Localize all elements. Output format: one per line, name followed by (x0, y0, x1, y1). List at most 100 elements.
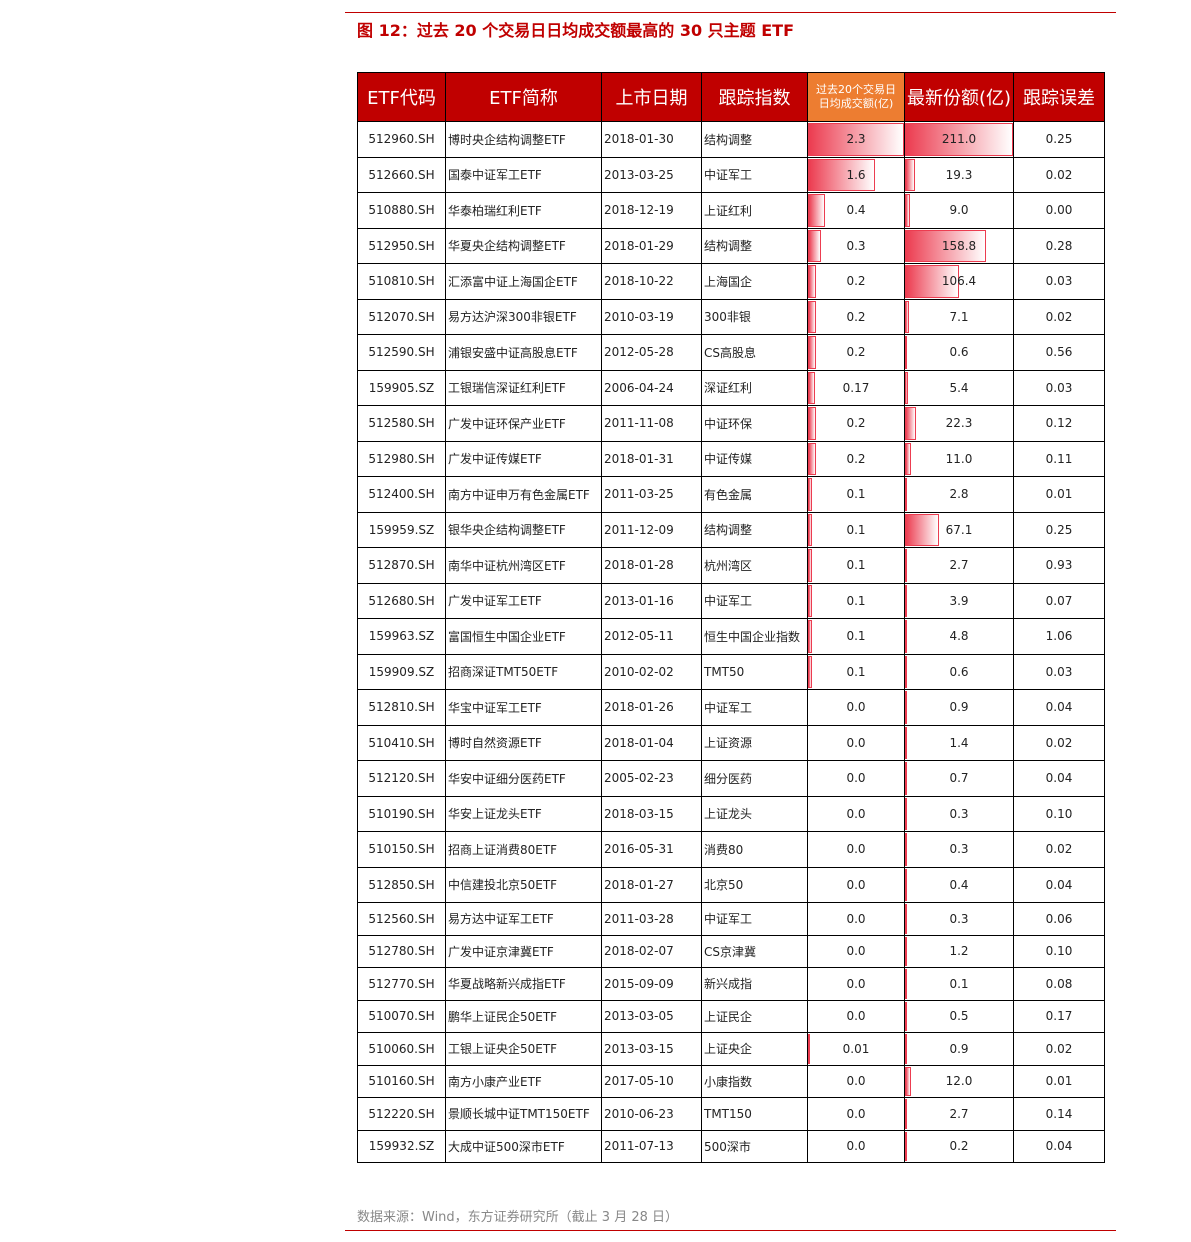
data-bar (808, 229, 821, 262)
table-row: 510410.SH 博时自然资源ETF 2018-01-04 上证资源 0.0 1.4 0.… (357, 724, 1105, 761)
cell-text: 106.4 (941, 274, 977, 289)
table-cell: 0.0 (807, 1064, 905, 1098)
table-cell: 0.28 (1013, 227, 1105, 264)
table-cell: 7.1 (904, 298, 1014, 335)
table-cell: 9.0 (904, 192, 1014, 229)
table-row: 512560.SH 易方达中证军工ETF 2011-03-28 中证军工 0.0 0.3 0… (357, 902, 1105, 936)
table-cell: 2013-03-05 (601, 999, 702, 1033)
table-cell: 华宝中证军工ETF (445, 689, 602, 726)
table-cell: 0.0 (807, 689, 905, 726)
table-row: 512780.SH 广发中证京津冀ETF 2018-02-07 CS京津冀 0.0 1.2… (357, 934, 1105, 968)
table-cell: 0.12 (1013, 405, 1105, 442)
table-cell: 1.2 (904, 934, 1014, 968)
data-bar (808, 123, 904, 156)
table-cell: 2011-11-08 (601, 405, 702, 442)
data-bar (905, 584, 907, 617)
table-cell: 0.1 (807, 476, 905, 513)
data-bar (808, 549, 813, 582)
table-cell: 国泰中证军工ETF (445, 156, 602, 193)
cell-text: 1.2 (949, 944, 969, 959)
top-rule (345, 12, 1116, 13)
data-bar (808, 336, 817, 369)
table-cell: 结构调整 (701, 227, 808, 264)
table-cell: 0.9 (904, 689, 1014, 726)
table-cell: 2018-01-28 (601, 547, 702, 584)
table-cell: 0.01 (1013, 476, 1105, 513)
table-cell: 0.1 (904, 967, 1014, 1001)
table-cell: 广发中证京津冀ETF (445, 934, 602, 968)
table-cell: 159959.SZ (357, 511, 446, 548)
table-cell: 512850.SH (357, 866, 446, 903)
cell-text: 0.01 (842, 1041, 870, 1056)
cell-text: 0.0 (846, 735, 866, 750)
table-cell: 0.0 (807, 1097, 905, 1131)
table-cell: 2.7 (904, 547, 1014, 584)
table-cell: 0.06 (1013, 902, 1105, 936)
cell-text: 0.3 (846, 238, 866, 253)
table-cell: 中证军工 (701, 689, 808, 726)
cell-text: 0.3 (949, 911, 969, 926)
table-cell: 510880.SH (357, 192, 446, 229)
table-cell: 300非银 (701, 298, 808, 335)
cell-text: 9.0 (949, 203, 969, 218)
table-cell: 3.9 (904, 582, 1014, 619)
table-row: 510150.SH 招商上证消费80ETF 2016-05-31 消费80 0.0 0.3… (357, 831, 1105, 868)
table-cell: 结构调整 (701, 511, 808, 548)
cell-text: 0.2 (846, 309, 866, 324)
cell-text: 11.0 (945, 451, 973, 466)
table-cell: 深证红利 (701, 369, 808, 406)
cell-text: 2.8 (949, 487, 969, 502)
table-cell: 0.0 (807, 1129, 905, 1163)
table-cell: 512770.SH (357, 967, 446, 1001)
table-cell: 0.03 (1013, 369, 1105, 406)
cell-text: 0.0 (846, 976, 866, 991)
table-cell: TMT50 (701, 653, 808, 690)
table-cell: 上证资源 (701, 724, 808, 761)
table-cell: 2.3 (807, 121, 905, 158)
table-cell: 0.0 (807, 934, 905, 968)
table-cell: 159905.SZ (357, 369, 446, 406)
cell-text: 0.1 (846, 593, 866, 608)
data-bar (905, 1034, 907, 1064)
table-cell: 11.0 (904, 440, 1014, 477)
cell-text: 2.3 (846, 132, 866, 147)
cell-text: 5.4 (949, 380, 969, 395)
cell-text: 2.7 (949, 558, 969, 573)
table-cell: 0.02 (1013, 298, 1105, 335)
table-cell: 0.08 (1013, 967, 1105, 1001)
table-row: 510070.SH 鹏华上证民企50ETF 2013-03-05 上证民企 0.0 0.5… (357, 999, 1105, 1033)
cell-text: 0.1 (846, 487, 866, 502)
table-cell: 小康指数 (701, 1064, 808, 1098)
data-bar (808, 478, 813, 511)
table-cell: 广发中证环保产业ETF (445, 405, 602, 442)
column-header: 上市日期 (601, 72, 702, 122)
table-cell: 新兴成指 (701, 967, 808, 1001)
table-cell: 0.02 (1013, 1032, 1105, 1066)
table-cell: 2018-01-29 (601, 227, 702, 264)
cell-text: 0.1 (846, 664, 866, 679)
data-bar (905, 936, 907, 966)
table-cell: 2018-12-19 (601, 192, 702, 229)
table-row: 159909.SZ 招商深证TMT50ETF 2010-02-02 TMT50 0.1 0… (357, 653, 1105, 690)
table-cell: 0.0 (807, 795, 905, 832)
cell-text: 0.2 (846, 345, 866, 360)
table-cell: 2013-03-15 (601, 1032, 702, 1066)
table-row: 512680.SH 广发中证军工ETF 2013-01-16 中证军工 0.1 3.9 0.… (357, 582, 1105, 619)
cell-text: 4.8 (949, 629, 969, 644)
table-cell: 汇添富中证上海国企ETF (445, 263, 602, 300)
cell-text: 0.0 (846, 877, 866, 892)
table-cell: 上证民企 (701, 999, 808, 1033)
table-cell: 1.6 (807, 156, 905, 193)
table-cell: 0.25 (1013, 121, 1105, 158)
table-cell: 0.14 (1013, 1097, 1105, 1131)
table-cell: 杭州湾区 (701, 547, 808, 584)
data-bar (808, 655, 813, 688)
table-cell: 510060.SH (357, 1032, 446, 1066)
table-cell: 2005-02-23 (601, 760, 702, 797)
bottom-rule (345, 1230, 1116, 1231)
cell-text: 0.2 (949, 1139, 969, 1154)
cell-text: 2.7 (949, 1106, 969, 1121)
table-cell: 广发中证军工ETF (445, 582, 602, 619)
column-header: ETF代码 (357, 72, 446, 122)
